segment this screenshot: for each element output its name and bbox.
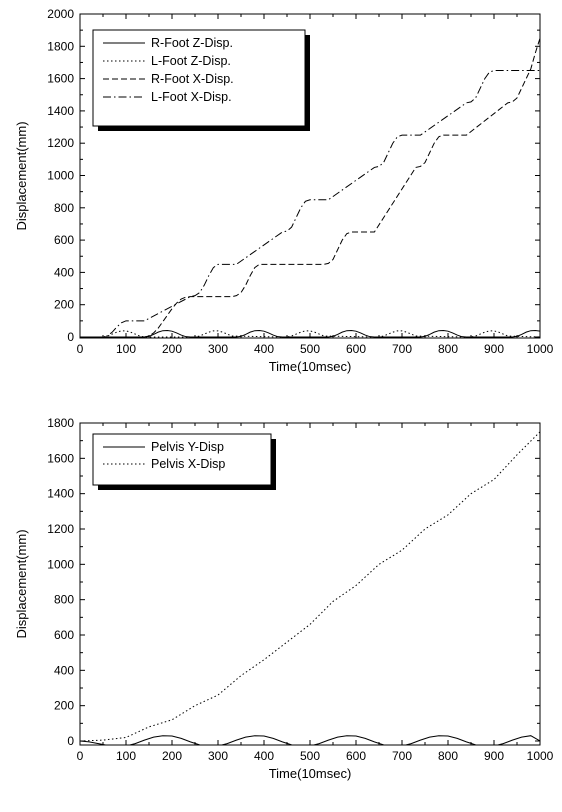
y-tick-label: 400 [54, 265, 74, 279]
y-tick-label: 800 [54, 593, 74, 607]
x-tick-label: 300 [208, 342, 228, 356]
legend-label: Pelvis Y-Disp [151, 440, 224, 454]
x-tick-label: 200 [162, 342, 182, 356]
x-tick-label: 700 [392, 749, 412, 763]
legend-label: R-Foot X-Disp. [151, 72, 234, 86]
y-tick-label: 1800 [47, 416, 74, 430]
x-tick-label: 300 [208, 749, 228, 763]
legend-box [92, 29, 306, 127]
legend-box [92, 433, 272, 486]
y-tick-label: 200 [54, 298, 74, 312]
x-tick-label: 800 [438, 342, 458, 356]
legend-label: L-Foot X-Disp. [151, 90, 232, 104]
y-tick-label: 400 [54, 663, 74, 677]
x-tick-label: 900 [484, 342, 504, 356]
x-tick-label: 1000 [527, 749, 554, 763]
y-axis-title: Displacement(mm) [14, 121, 29, 230]
x-tick-label: 600 [346, 342, 366, 356]
x-tick-label: 900 [484, 749, 504, 763]
x-tick-label: 700 [392, 342, 412, 356]
y-tick-label: 1400 [47, 487, 74, 501]
y-tick-label: 1200 [47, 522, 74, 536]
legend-label: L-Foot Z-Disp. [151, 54, 231, 68]
x-tick-label: 500 [300, 749, 320, 763]
series-line-1 [80, 735, 540, 745]
y-tick-label: 800 [54, 201, 74, 215]
y-tick-label: 2000 [47, 7, 74, 21]
pelvis-displacement-chart: 0 100 200 300 400 500 600 700 800 900 1000 0 200 400 6… [14, 416, 554, 781]
x-tick-label: 1000 [527, 342, 554, 356]
x-tick-label: 200 [162, 749, 182, 763]
y-tick-label: 600 [54, 628, 74, 642]
y-tick-label: 1600 [47, 72, 74, 86]
y-tick-label: 0 [67, 330, 74, 344]
series-line-3 [80, 38, 540, 338]
y-tick-label: 600 [54, 233, 74, 247]
x-axis-title: Time(10msec) [269, 766, 352, 781]
y-tick-label: 1000 [47, 169, 74, 183]
legend: R-Foot Z-Disp. L-Foot Z-Disp. R-Foot X-Dis… [92, 29, 310, 131]
y-tick-label: 200 [54, 699, 74, 713]
x-tick-label: 400 [254, 749, 274, 763]
series-line-1 [80, 330, 540, 338]
x-tick-label: 0 [77, 342, 84, 356]
x-tick-label: 400 [254, 342, 274, 356]
x-tick-label: 800 [438, 749, 458, 763]
y-tick-label: 1600 [47, 451, 74, 465]
legend: Pelvis Y-Disp Pelvis X-Disp [92, 433, 276, 490]
y-tick-label: 1000 [47, 557, 74, 571]
x-tick-label: 100 [116, 342, 136, 356]
foot-displacement-chart: 0 100 200 300 400 500 600 700 800 900 1000 0 200 400 6… [14, 7, 554, 374]
y-tick-label: 1400 [47, 104, 74, 118]
legend-label: R-Foot Z-Disp. [151, 36, 233, 50]
legend-label: Pelvis X-Disp [151, 457, 225, 471]
x-tick-label: 100 [116, 749, 136, 763]
x-axis-title: Time(10msec) [269, 359, 352, 374]
series-line-4 [80, 70, 540, 338]
y-axis-title: Displacement(mm) [14, 529, 29, 638]
y-tick-label: 0 [67, 734, 74, 748]
x-tick-label: 0 [77, 749, 84, 763]
x-tick-label: 500 [300, 342, 320, 356]
x-tick-label: 600 [346, 749, 366, 763]
y-tick-label: 1200 [47, 136, 74, 150]
y-tick-label: 1800 [47, 39, 74, 53]
